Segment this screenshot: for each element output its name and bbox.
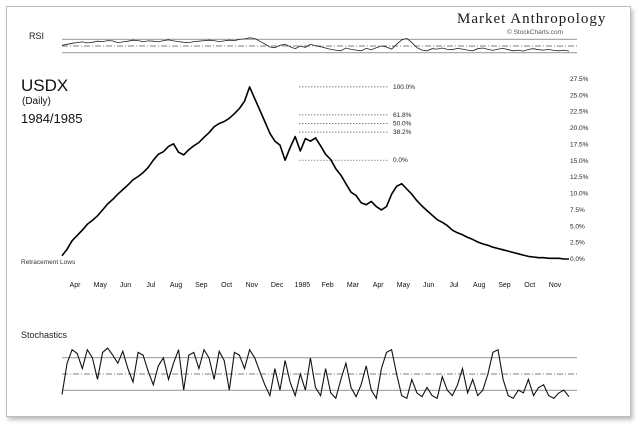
x-tick-label: Nov (549, 282, 562, 289)
x-tick-label: Sep (195, 282, 208, 289)
right-axis-tick: 27.5% (570, 76, 589, 83)
price-panel (61, 86, 569, 260)
stochastics-panel (61, 347, 577, 400)
stochastics-line (61, 347, 570, 400)
stochastics-label: Stochastics (21, 330, 68, 340)
right-axis-tick: 20.0% (570, 125, 589, 132)
x-tick-label: Jul (449, 282, 458, 289)
chart-period: 1984/1985 (21, 111, 82, 126)
x-tick-label: May (94, 282, 108, 289)
rsi-panel (61, 37, 577, 54)
x-tick-label: Feb (322, 282, 334, 289)
right-axis-tick: 7.5% (570, 207, 585, 214)
x-tick-label: Jul (146, 282, 155, 289)
right-axis-tick: 0.0% (570, 256, 585, 263)
right-axis-tick: 25.0% (570, 92, 589, 99)
retracement-levels: 100.0% 61.8% 50.0%38.2% 0.0% (299, 84, 415, 164)
x-tick-label: May (397, 282, 411, 289)
x-tick-label: Apr (373, 282, 385, 289)
x-tick-label: Mar (347, 282, 360, 289)
x-tick-label: Dec (271, 282, 284, 289)
chart-frame: Market Anthropology © StockCharts.com RS… (6, 6, 631, 417)
rsi-line (61, 37, 570, 52)
right-axis-tick: 12.5% (570, 174, 589, 181)
x-tick-label: Jun (120, 282, 131, 289)
retracement-label: 61.8% (393, 112, 412, 119)
retracement-label: 50.0% (393, 121, 412, 128)
right-axis-tick: 15.0% (570, 158, 589, 165)
x-axis: Apr May Jun Jul Aug Sep Oct Nov Dec 1985 Feb Mar Apr… (70, 282, 562, 289)
right-axis-tick: 5.0% (570, 223, 585, 230)
x-tick-label: Jun (423, 282, 434, 289)
right-axis-tick: 17.5% (570, 141, 589, 148)
chart-title: USDX (21, 76, 68, 95)
right-axis-tick: 2.5% (570, 240, 585, 247)
x-tick-label: Apr (70, 282, 82, 289)
right-axis-tick: 22.5% (570, 109, 589, 116)
retracement-label: 0.0% (393, 157, 408, 164)
x-tick-label: Aug (170, 282, 183, 289)
usdx-price-line (61, 86, 569, 260)
brand-name: Market Anthropology (457, 11, 606, 27)
chart-canvas: Market Anthropology © StockCharts.com RS… (21, 11, 606, 400)
right-axis-tick: 10.0% (570, 191, 589, 198)
retracement-label: 100.0% (393, 84, 415, 91)
x-tick-label: Nov (246, 282, 259, 289)
x-tick-label: Aug (473, 282, 486, 289)
x-tick-label: Oct (221, 282, 232, 289)
x-tick-label: Sep (498, 282, 511, 289)
brand-credit: © StockCharts.com (507, 28, 563, 36)
right-axis: 27.5% 25.0% 22.5% 20.0% 17.5% 15.0% 12.5% 10.0%… (570, 76, 589, 263)
chart-subtitle: (Daily) (22, 96, 51, 107)
x-tick-label: Oct (524, 282, 535, 289)
rsi-label: RSI (29, 31, 44, 41)
annotation-retracement-lows: Retracement Lows (21, 259, 76, 266)
x-tick-label: 1985 (295, 282, 311, 289)
retracement-label: 38.2% (393, 129, 412, 136)
